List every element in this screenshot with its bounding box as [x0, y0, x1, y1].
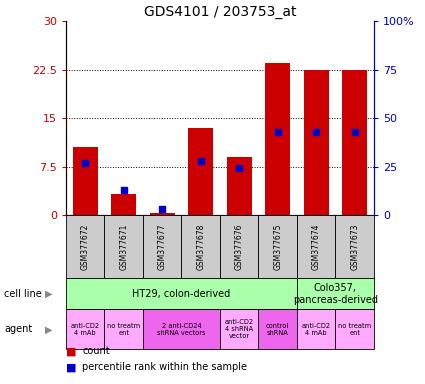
- Bar: [220, 309, 258, 349]
- Bar: [181, 215, 220, 278]
- Bar: [66, 278, 297, 309]
- Bar: [297, 278, 374, 309]
- Text: GSM377678: GSM377678: [196, 223, 205, 270]
- Point: [313, 129, 320, 135]
- Text: 2 anti-CD24
shRNA vectors: 2 anti-CD24 shRNA vectors: [157, 323, 206, 336]
- Point: [197, 158, 204, 164]
- Bar: [66, 309, 105, 349]
- Text: ■: ■: [66, 346, 76, 356]
- Text: anti-CD2
4 mAb: anti-CD2 4 mAb: [302, 323, 331, 336]
- Bar: [265, 63, 290, 215]
- Bar: [143, 215, 181, 278]
- Text: control
shRNA: control shRNA: [266, 323, 289, 336]
- Bar: [227, 157, 252, 215]
- Bar: [150, 213, 175, 215]
- Text: GSM377677: GSM377677: [158, 223, 167, 270]
- Bar: [111, 194, 136, 215]
- Bar: [105, 215, 143, 278]
- Text: GSM377674: GSM377674: [312, 223, 321, 270]
- Text: agent: agent: [4, 324, 32, 334]
- Bar: [304, 70, 329, 215]
- Point: [351, 129, 358, 135]
- Bar: [258, 309, 297, 349]
- Bar: [73, 147, 98, 215]
- Text: anti-CD2
4 shRNA
vector: anti-CD2 4 shRNA vector: [225, 319, 254, 339]
- Text: ▶: ▶: [45, 324, 52, 334]
- Bar: [105, 309, 143, 349]
- Bar: [220, 215, 258, 278]
- Point: [120, 187, 127, 193]
- Point: [159, 206, 166, 212]
- Text: no treatm
ent: no treatm ent: [107, 323, 140, 336]
- Text: HT29, colon-derived: HT29, colon-derived: [132, 289, 230, 299]
- Bar: [297, 215, 335, 278]
- Text: Colo357,
pancreas-derived: Colo357, pancreas-derived: [293, 283, 378, 305]
- Text: cell line: cell line: [4, 289, 42, 299]
- Bar: [335, 215, 374, 278]
- Bar: [188, 128, 213, 215]
- Point: [236, 166, 243, 172]
- Point: [82, 160, 88, 166]
- Title: GDS4101 / 203753_at: GDS4101 / 203753_at: [144, 5, 296, 19]
- Point: [274, 129, 281, 135]
- Text: GSM377675: GSM377675: [273, 223, 282, 270]
- Text: GSM377671: GSM377671: [119, 223, 128, 270]
- Bar: [258, 215, 297, 278]
- Bar: [342, 70, 367, 215]
- Text: GSM377673: GSM377673: [350, 223, 359, 270]
- Text: percentile rank within the sample: percentile rank within the sample: [82, 362, 247, 372]
- Text: ■: ■: [66, 362, 76, 372]
- Bar: [297, 309, 335, 349]
- Text: anti-CD2
4 mAb: anti-CD2 4 mAb: [71, 323, 100, 336]
- Bar: [66, 215, 105, 278]
- Text: no treatm
ent: no treatm ent: [338, 323, 371, 336]
- Text: count: count: [82, 346, 110, 356]
- Bar: [335, 309, 374, 349]
- Bar: [143, 309, 220, 349]
- Text: GSM377672: GSM377672: [81, 223, 90, 270]
- Text: GSM377676: GSM377676: [235, 223, 244, 270]
- Text: ▶: ▶: [45, 289, 52, 299]
